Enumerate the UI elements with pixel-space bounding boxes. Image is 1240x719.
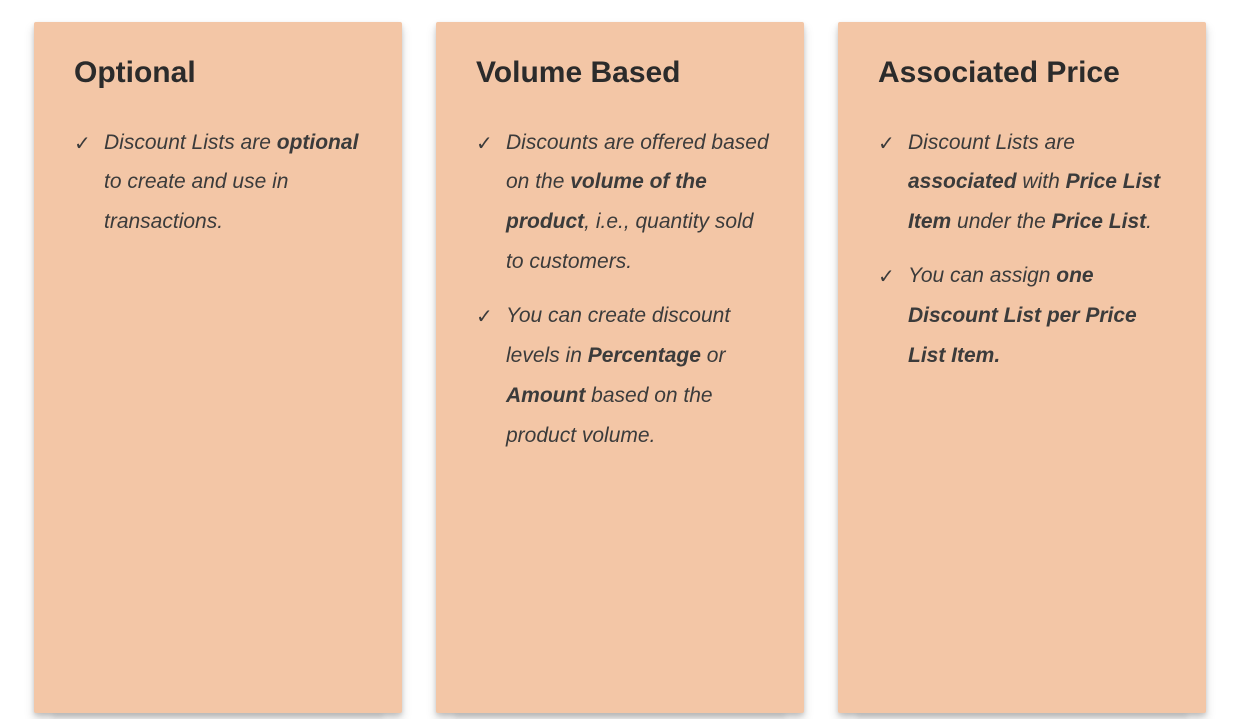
card-title: Optional: [74, 56, 368, 91]
list-item-text: Discount Lists are associated with Price…: [908, 131, 1160, 234]
list-item: ✓ Discount Lists are associated with Pri…: [878, 123, 1172, 243]
card-volume-list: ✓ Discounts are offered based on the vol…: [476, 123, 770, 456]
list-item: ✓ You can assign one Discount List per P…: [878, 256, 1172, 376]
cards-row: Optional ✓ Discount Lists are optional t…: [0, 0, 1240, 713]
list-item: ✓ You can create discount levels in Perc…: [476, 296, 770, 456]
list-item: ✓ Discount Lists are optional to create …: [74, 123, 368, 243]
list-item: ✓ Discounts are offered based on the vol…: [476, 123, 770, 283]
check-icon: ✓: [476, 298, 493, 336]
card-associated-price: Associated Price ✓ Discount Lists are as…: [838, 22, 1206, 713]
check-icon: ✓: [878, 125, 895, 163]
card-title: Associated Price: [878, 56, 1172, 91]
list-item-text: You can create discount levels in Percen…: [506, 304, 730, 447]
list-item-text: Discount Lists are optional to create an…: [104, 131, 358, 234]
card-optional-list: ✓ Discount Lists are optional to create …: [74, 123, 368, 243]
card-optional: Optional ✓ Discount Lists are optional t…: [34, 22, 402, 713]
card-title: Volume Based: [476, 56, 770, 91]
check-icon: ✓: [878, 258, 895, 296]
card-associated-list: ✓ Discount Lists are associated with Pri…: [878, 123, 1172, 376]
list-item-text: You can assign one Discount List per Pri…: [908, 264, 1137, 367]
check-icon: ✓: [476, 125, 493, 163]
check-icon: ✓: [74, 125, 91, 163]
card-volume-based: Volume Based ✓ Discounts are offered bas…: [436, 22, 804, 713]
list-item-text: Discounts are offered based on the volum…: [506, 131, 769, 274]
